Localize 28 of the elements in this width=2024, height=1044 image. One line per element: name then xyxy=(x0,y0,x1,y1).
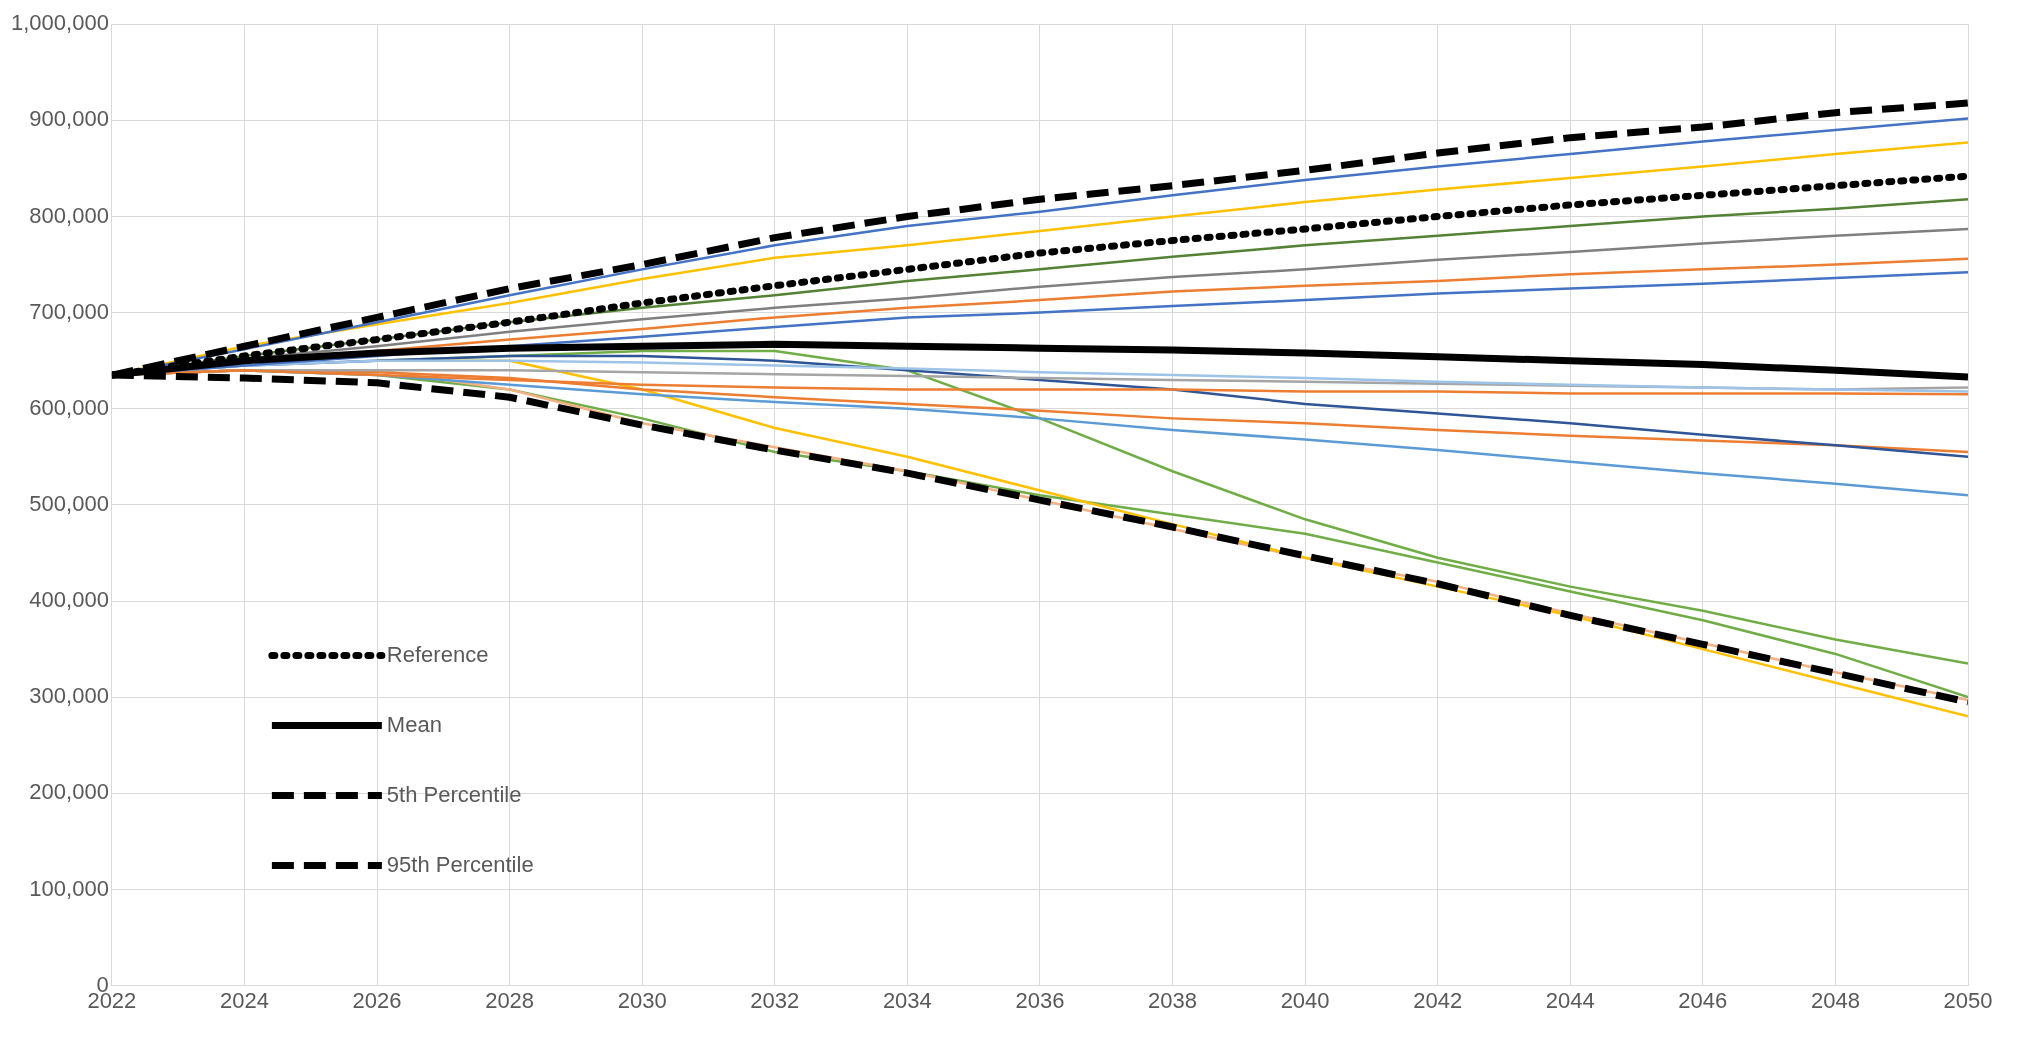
x-tick-label: 2032 xyxy=(750,987,800,1013)
y-tick-label: 800,000 xyxy=(29,202,109,228)
x-tick-label: 2042 xyxy=(1413,987,1463,1013)
x-tick-label: 2036 xyxy=(1015,987,1065,1013)
x-tick-label: 2028 xyxy=(485,987,535,1013)
y-tick-label: 400,000 xyxy=(29,587,109,613)
x-tick-label: 2038 xyxy=(1148,987,1197,1013)
x-tick-label: 2040 xyxy=(1280,987,1330,1013)
y-tick-label: 200,000 xyxy=(29,779,109,805)
y-tick-label: 1,000,000 xyxy=(11,10,109,36)
x-tick-label: 2026 xyxy=(352,987,402,1013)
legend-label: 95th Percentile xyxy=(386,851,534,877)
y-tick-label: 300,000 xyxy=(29,683,109,709)
legend-label: 5th Percentile xyxy=(386,781,522,807)
x-tick-label: 2030 xyxy=(617,987,667,1013)
x-tick-label: 2034 xyxy=(882,987,932,1013)
y-tick-label: 700,000 xyxy=(29,298,109,324)
y-tick-label: 100,000 xyxy=(29,875,109,901)
y-tick-label: 600,000 xyxy=(29,394,109,420)
legend-label: Reference xyxy=(386,641,489,667)
x-tick-label: 2050 xyxy=(1943,987,1993,1013)
x-tick-label: 2024 xyxy=(219,987,269,1013)
y-tick-label: 500,000 xyxy=(29,490,109,516)
y-tick-label: 900,000 xyxy=(29,106,109,132)
x-tick-label: 2046 xyxy=(1678,987,1728,1013)
x-tick-label: 2048 xyxy=(1810,987,1860,1013)
legend-label: Mean xyxy=(386,711,442,737)
x-tick-label: 2044 xyxy=(1545,987,1595,1013)
